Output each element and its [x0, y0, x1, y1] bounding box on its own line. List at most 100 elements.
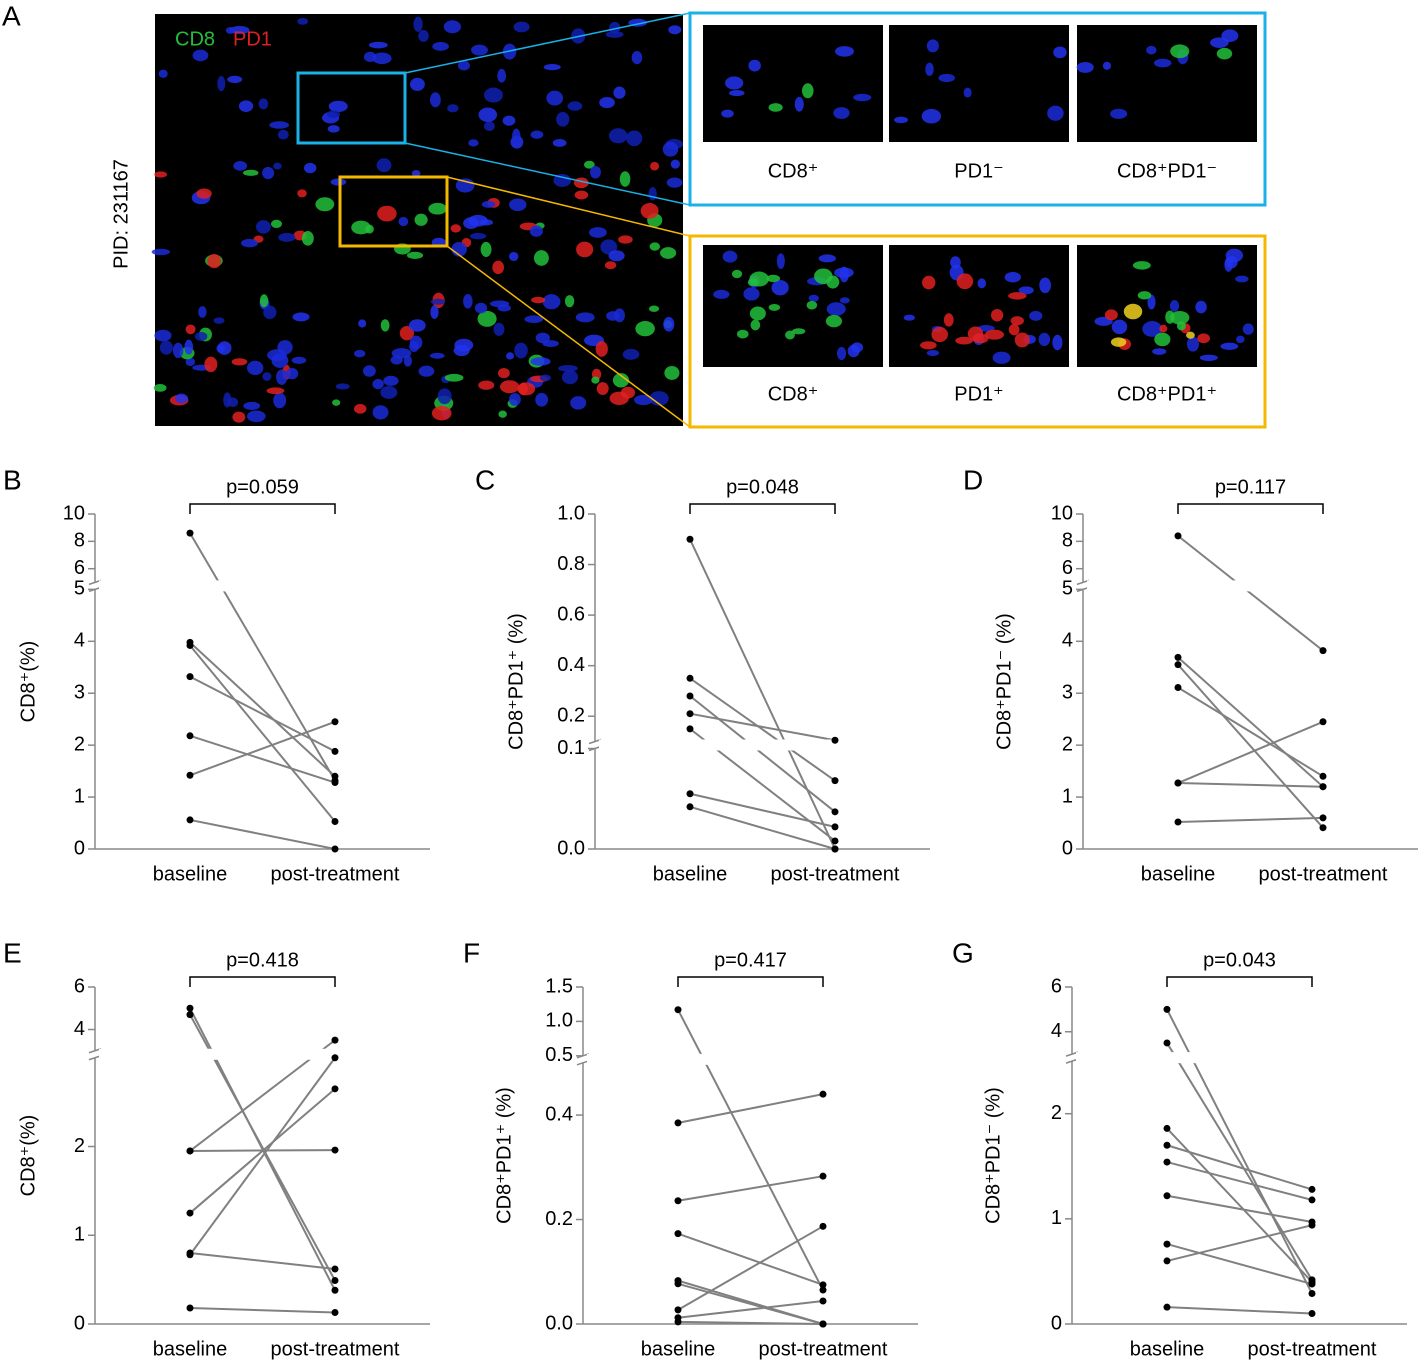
- y-tick-label: 4: [1062, 630, 1073, 652]
- y-tick-label: 6: [1062, 557, 1073, 579]
- cell: [225, 27, 236, 34]
- cell: [238, 100, 254, 112]
- data-point: [331, 845, 339, 853]
- cell: [1142, 321, 1163, 337]
- cell: [613, 86, 626, 99]
- zoom-line: [446, 176, 691, 237]
- y-tick-label: 0.0: [557, 837, 585, 859]
- data-point: [1174, 661, 1182, 669]
- cell: [454, 338, 474, 352]
- cell: [380, 319, 390, 332]
- y-tick-label: 3: [74, 682, 85, 704]
- cell: [431, 405, 452, 421]
- y-tick-label: 10: [1051, 502, 1073, 524]
- cell: [766, 274, 781, 283]
- cell: [853, 93, 872, 102]
- pair-line: [189, 734, 336, 784]
- cell: [286, 368, 299, 380]
- cell: [508, 393, 521, 406]
- cell: [1018, 286, 1034, 295]
- cell: [574, 190, 589, 200]
- pair-line: [1177, 664, 1324, 829]
- x-tick-label: post-treatment: [1248, 1338, 1377, 1360]
- data-point: [186, 673, 194, 681]
- cell: [207, 254, 222, 269]
- pair-line: [689, 695, 836, 813]
- cell: [668, 25, 682, 35]
- cell: [277, 129, 289, 140]
- inset-label: CD8⁺PD1⁺: [1117, 383, 1217, 405]
- cell: [963, 87, 972, 98]
- micrograph-cells: [151, 16, 683, 423]
- data-point: [819, 1297, 827, 1305]
- cell: [835, 46, 854, 57]
- cell: [502, 115, 516, 126]
- inset-label: CD8⁺: [768, 383, 819, 405]
- cell: [1220, 342, 1239, 350]
- y-tick-label: 0: [74, 837, 85, 859]
- cell: [240, 238, 258, 248]
- cell: [794, 96, 804, 112]
- cell: [429, 352, 445, 359]
- cell: [533, 250, 549, 266]
- cell: [271, 353, 289, 368]
- zoom-line: [404, 142, 691, 206]
- cell: [184, 339, 194, 355]
- cell: [480, 241, 492, 257]
- cell: [1199, 354, 1218, 361]
- cell: [410, 77, 425, 91]
- y-tick-label: 2: [1062, 733, 1073, 755]
- cell: [612, 373, 630, 388]
- cell: [468, 139, 479, 147]
- data-point: [1308, 1196, 1316, 1204]
- cell: [666, 177, 683, 188]
- cell: [749, 271, 769, 287]
- cell: [403, 355, 412, 367]
- cell: [768, 304, 781, 311]
- data-point: [1174, 653, 1182, 661]
- cell: [530, 130, 544, 139]
- cell: [478, 107, 498, 122]
- data-point: [331, 718, 339, 726]
- cell: [922, 275, 936, 290]
- cell: [262, 166, 275, 180]
- cell: [335, 383, 350, 390]
- cell: [227, 75, 243, 84]
- inset-image: [889, 25, 1069, 142]
- cell: [938, 73, 955, 83]
- cell: [622, 348, 640, 360]
- pair-line: [1166, 1224, 1313, 1262]
- y-tick-label: 8: [1062, 530, 1073, 552]
- cell: [649, 242, 661, 251]
- significance-bracket: [1166, 976, 1313, 987]
- pair-line: [1177, 535, 1324, 652]
- cell: [1111, 319, 1128, 335]
- data-point: [331, 1265, 339, 1273]
- cell: [605, 31, 624, 38]
- y-tick-label: 6: [1051, 975, 1062, 997]
- data-point: [186, 529, 194, 537]
- cell: [570, 396, 587, 410]
- y-axis-label: CD8⁺PD1⁻ (%): [982, 1087, 1004, 1224]
- y-tick-label: 1: [74, 785, 85, 807]
- cell: [750, 319, 761, 331]
- cell: [483, 121, 495, 132]
- data-point: [686, 674, 694, 682]
- data-point: [674, 1119, 682, 1127]
- cell: [599, 96, 615, 109]
- significance-bracket: [189, 503, 336, 514]
- cell: [785, 330, 795, 340]
- p-value: p=0.417: [714, 949, 787, 971]
- cell: [363, 51, 377, 62]
- y-tick-label: 3: [1062, 682, 1073, 704]
- y-tick-label: 4: [1051, 1020, 1062, 1042]
- cell: [227, 397, 239, 408]
- panel-letter: E: [3, 937, 22, 968]
- y-tick-label: 0.6: [557, 603, 585, 625]
- cell: [276, 369, 288, 385]
- cell: [955, 336, 973, 345]
- cell: [614, 308, 625, 323]
- cell: [634, 394, 653, 406]
- cell: [833, 107, 850, 119]
